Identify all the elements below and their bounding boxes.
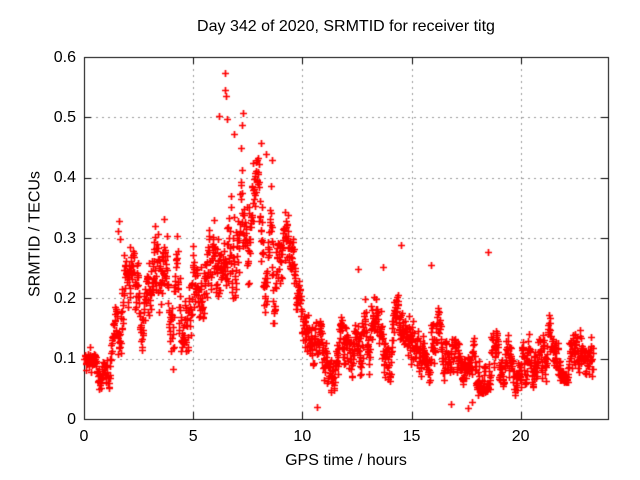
- y-tick-label: 0.1: [53, 350, 76, 368]
- y-tick-label: 0.3: [53, 229, 76, 247]
- x-tick-label: 10: [293, 428, 312, 445]
- x-tick-label: 5: [188, 428, 198, 445]
- x-axis-label: GPS time / hours: [285, 452, 407, 469]
- x-tick-label: 15: [402, 428, 421, 445]
- x-tick-label: 20: [511, 428, 530, 445]
- x-tick-label: 0: [79, 428, 89, 445]
- y-tick-label: 0: [67, 410, 76, 428]
- y-tick-label: 0.4: [53, 169, 76, 187]
- y-tick-label: 0.2: [53, 289, 76, 307]
- y-tick-label: 0.6: [53, 48, 76, 66]
- y-tick-label: 0.5: [53, 108, 76, 126]
- chart-title: Day 342 of 2020, SRMTID for receiver tit…: [197, 18, 495, 35]
